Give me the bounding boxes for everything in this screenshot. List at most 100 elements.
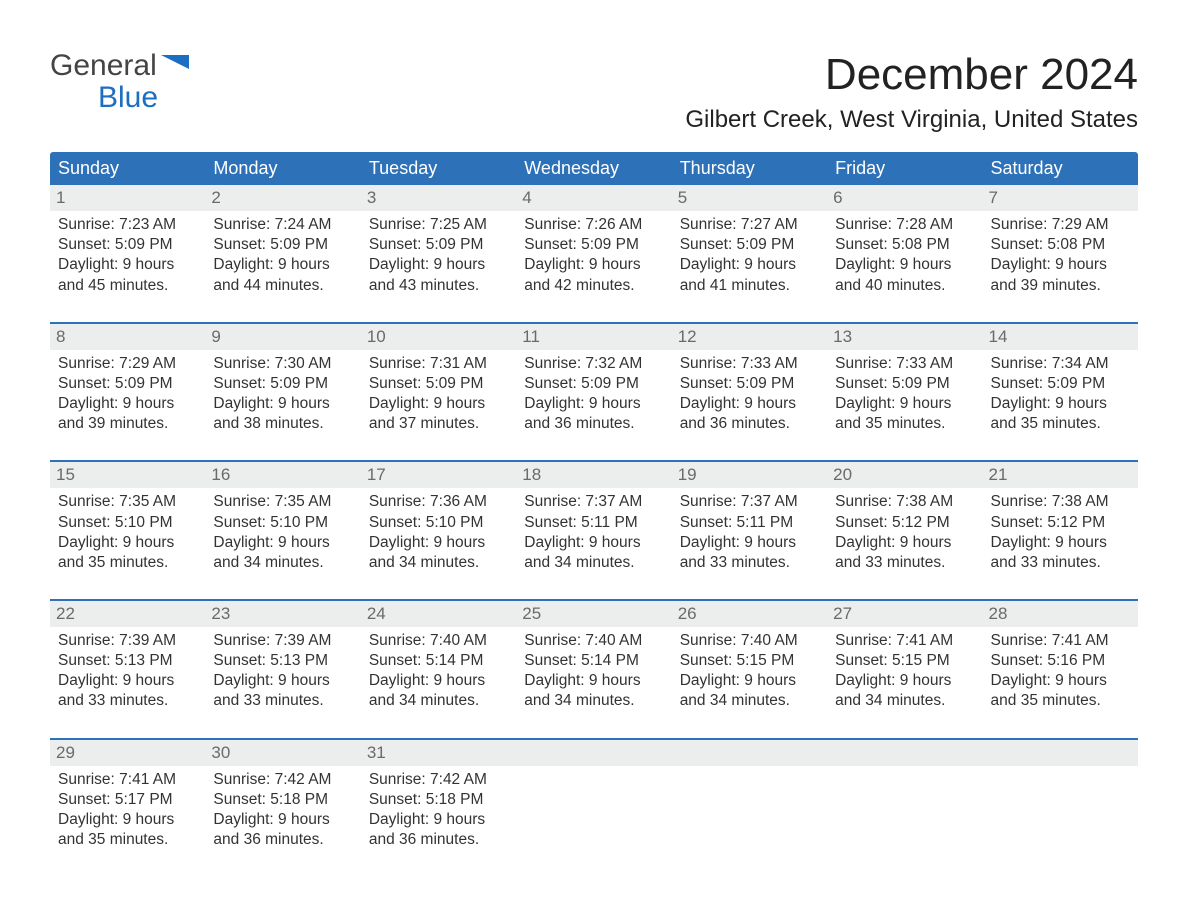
date-number: 20 [827,462,982,488]
sunset-text: Sunset: 5:09 PM [524,374,663,394]
sunrise-text: Sunrise: 7:41 AM [991,631,1130,651]
sunrise-text: Sunrise: 7:36 AM [369,492,508,512]
sunrise-text: Sunrise: 7:41 AM [58,770,197,790]
calendar-week: 15Sunrise: 7:35 AMSunset: 5:10 PMDayligh… [50,460,1138,581]
calendar-cell: 29Sunrise: 7:41 AMSunset: 5:17 PMDayligh… [50,740,205,859]
sunrise-text: Sunrise: 7:31 AM [369,354,508,374]
calendar-cell: . [516,740,671,859]
dl2-text: and 37 minutes. [369,414,508,434]
day-name: Tuesday [361,152,516,185]
calendar-cell: 12Sunrise: 7:33 AMSunset: 5:09 PMDayligh… [672,324,827,443]
logo-top-row: General [50,50,189,82]
sunrise-text: Sunrise: 7:35 AM [58,492,197,512]
dl1-text: Daylight: 9 hours [991,671,1130,691]
calendar-cell: 19Sunrise: 7:37 AMSunset: 5:11 PMDayligh… [672,462,827,581]
sunset-text: Sunset: 5:09 PM [991,374,1130,394]
calendar-week: 29Sunrise: 7:41 AMSunset: 5:17 PMDayligh… [50,738,1138,859]
logo-flag-icon [161,50,189,82]
calendar-cell: 7Sunrise: 7:29 AMSunset: 5:08 PMDaylight… [983,185,1138,304]
sunset-text: Sunset: 5:09 PM [835,374,974,394]
date-number: . [516,740,671,766]
dl2-text: and 39 minutes. [58,414,197,434]
date-number: 24 [361,601,516,627]
logo-text-top: General [50,50,157,82]
calendar: Sunday Monday Tuesday Wednesday Thursday… [50,152,1138,858]
dl1-text: Daylight: 9 hours [58,394,197,414]
dl1-text: Daylight: 9 hours [991,255,1130,275]
dl1-text: Daylight: 9 hours [213,533,352,553]
sunset-text: Sunset: 5:09 PM [213,235,352,255]
sunrise-text: Sunrise: 7:33 AM [835,354,974,374]
date-number: 2 [205,185,360,211]
dl1-text: Daylight: 9 hours [680,255,819,275]
dl1-text: Daylight: 9 hours [835,671,974,691]
date-number: 25 [516,601,671,627]
calendar-cell: 17Sunrise: 7:36 AMSunset: 5:10 PMDayligh… [361,462,516,581]
logo: General Blue [50,50,189,113]
date-number: 10 [361,324,516,350]
dl2-text: and 33 minutes. [213,691,352,711]
sunset-text: Sunset: 5:09 PM [58,374,197,394]
dl2-text: and 42 minutes. [524,276,663,296]
calendar-cell: 20Sunrise: 7:38 AMSunset: 5:12 PMDayligh… [827,462,982,581]
date-number: 15 [50,462,205,488]
calendar-cell: . [983,740,1138,859]
sunset-text: Sunset: 5:09 PM [58,235,197,255]
sunset-text: Sunset: 5:09 PM [369,235,508,255]
sunrise-text: Sunrise: 7:40 AM [524,631,663,651]
dl1-text: Daylight: 9 hours [835,394,974,414]
dl1-text: Daylight: 9 hours [991,394,1130,414]
calendar-cell: 22Sunrise: 7:39 AMSunset: 5:13 PMDayligh… [50,601,205,720]
sunset-text: Sunset: 5:08 PM [835,235,974,255]
date-number: 9 [205,324,360,350]
date-number: 19 [672,462,827,488]
day-name: Sunday [50,152,205,185]
dl1-text: Daylight: 9 hours [524,533,663,553]
date-number: 31 [361,740,516,766]
sunrise-text: Sunrise: 7:29 AM [58,354,197,374]
dl2-text: and 35 minutes. [991,414,1130,434]
sunrise-text: Sunrise: 7:23 AM [58,215,197,235]
dl1-text: Daylight: 9 hours [991,533,1130,553]
dl2-text: and 35 minutes. [835,414,974,434]
dl2-text: and 34 minutes. [524,553,663,573]
dl2-text: and 35 minutes. [58,553,197,573]
calendar-cell: 15Sunrise: 7:35 AMSunset: 5:10 PMDayligh… [50,462,205,581]
date-number: 1 [50,185,205,211]
day-name: Thursday [672,152,827,185]
sunrise-text: Sunrise: 7:35 AM [213,492,352,512]
dl1-text: Daylight: 9 hours [213,255,352,275]
sunset-text: Sunset: 5:18 PM [213,790,352,810]
dl2-text: and 36 minutes. [213,830,352,850]
sunrise-text: Sunrise: 7:41 AM [835,631,974,651]
dl2-text: and 44 minutes. [213,276,352,296]
sunrise-text: Sunrise: 7:37 AM [680,492,819,512]
sunset-text: Sunset: 5:13 PM [213,651,352,671]
date-number: 30 [205,740,360,766]
date-number: 4 [516,185,671,211]
date-number: 11 [516,324,671,350]
date-number: 16 [205,462,360,488]
date-number: 21 [983,462,1138,488]
calendar-cell: 11Sunrise: 7:32 AMSunset: 5:09 PMDayligh… [516,324,671,443]
dl1-text: Daylight: 9 hours [680,394,819,414]
dl1-text: Daylight: 9 hours [58,810,197,830]
calendar-cell: 24Sunrise: 7:40 AMSunset: 5:14 PMDayligh… [361,601,516,720]
calendar-cell: . [672,740,827,859]
sunset-text: Sunset: 5:15 PM [680,651,819,671]
dl1-text: Daylight: 9 hours [213,671,352,691]
sunset-text: Sunset: 5:09 PM [680,235,819,255]
date-number: 26 [672,601,827,627]
location-label: Gilbert Creek, West Virginia, United Sta… [685,106,1138,134]
dl1-text: Daylight: 9 hours [58,671,197,691]
date-number: . [672,740,827,766]
dl1-text: Daylight: 9 hours [58,255,197,275]
dl2-text: and 41 minutes. [680,276,819,296]
dl1-text: Daylight: 9 hours [524,671,663,691]
calendar-cell: 8Sunrise: 7:29 AMSunset: 5:09 PMDaylight… [50,324,205,443]
calendar-day-header: Sunday Monday Tuesday Wednesday Thursday… [50,152,1138,185]
dl2-text: and 33 minutes. [680,553,819,573]
dl1-text: Daylight: 9 hours [524,394,663,414]
calendar-cell: 5Sunrise: 7:27 AMSunset: 5:09 PMDaylight… [672,185,827,304]
date-number: 28 [983,601,1138,627]
